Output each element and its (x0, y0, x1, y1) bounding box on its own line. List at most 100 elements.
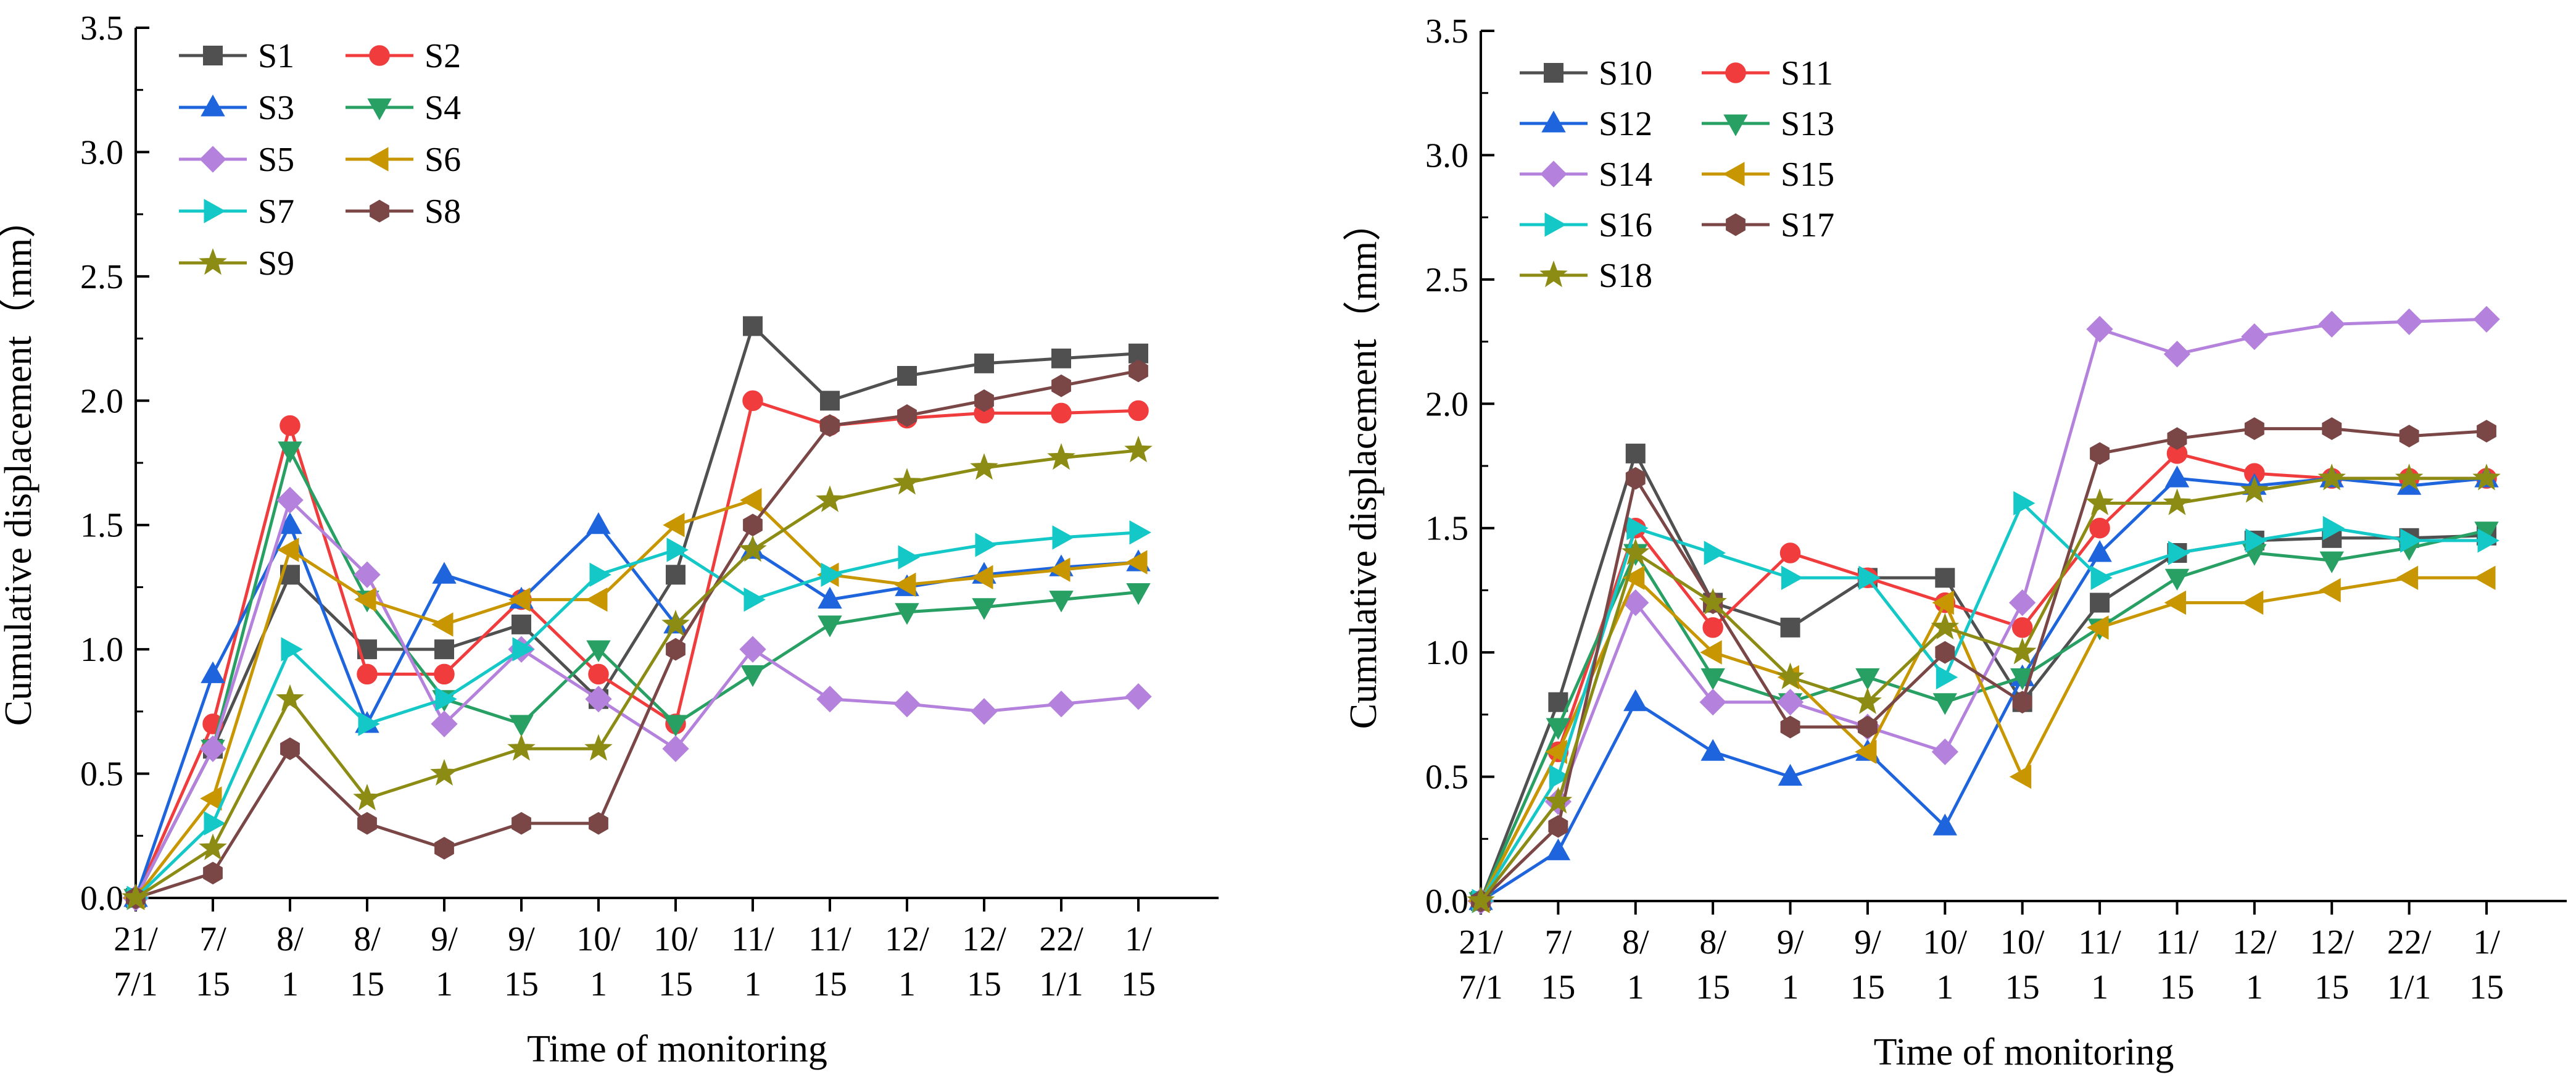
data-point-S6-4 (354, 587, 376, 612)
legend-item-S10: S10 (1520, 54, 1652, 93)
legend-label: S12 (1599, 105, 1652, 143)
data-point-S15-9 (2087, 615, 2109, 640)
data-point-S1-13 (1051, 348, 1071, 368)
data-point-S5-5 (431, 710, 458, 737)
legend-label: S10 (1599, 54, 1652, 93)
data-point-S18-13 (2395, 463, 2424, 491)
y-axis-title: Cumulative displacement（mm） (1343, 203, 1385, 729)
data-point-S16-3 (1626, 515, 1649, 541)
x-tick-label: 12/1 (885, 920, 929, 1003)
y-tick-label: 0.5 (80, 755, 123, 794)
data-point-S5-4 (354, 561, 381, 588)
data-point-S7-12 (975, 533, 997, 557)
chart-panel-1: 0.0 0.5 1.0 1.5 2.0 2.5 3.0 3.5 21/7/1 7/15 8/1 8/1… (0, 9, 1219, 1070)
data-point-S16-4 (1704, 541, 1726, 565)
data-point-S10-5 (1780, 617, 1800, 638)
legend-marker (201, 94, 225, 117)
data-point-S14-7 (1931, 738, 1959, 765)
data-point-S18-10 (2163, 488, 2192, 515)
x-axis-title: Time of monitoring (527, 1028, 827, 1070)
legend-item-S9: S9 (179, 244, 294, 283)
y-tick-label: 0.0 (1425, 883, 1468, 921)
data-point-S9-10 (816, 485, 844, 512)
data-point-S6-12 (971, 565, 993, 590)
y-tick-label: 0.0 (80, 879, 123, 918)
data-point-S11-9 (2089, 517, 2110, 539)
data-point-S4-12 (972, 598, 996, 620)
x-tick-label: 21/7/1 (114, 920, 158, 1003)
data-point-S2-4 (357, 663, 378, 685)
x-tick-label: 11/15 (2156, 923, 2199, 1007)
data-point-S12-5 (1778, 763, 1803, 786)
data-point-S4-14 (1126, 583, 1151, 605)
series-S7 (126, 520, 1151, 910)
data-point-S2-9 (742, 390, 763, 412)
data-point-S18-3 (1621, 538, 1650, 565)
data-point-S2-3 (280, 415, 300, 436)
y-tick-label: 0.5 (1425, 758, 1468, 797)
data-point-S14-14 (2473, 305, 2500, 333)
legend-label: S8 (425, 193, 461, 231)
x-tick-label: 11/1 (2078, 923, 2121, 1007)
data-point-S8-2 (203, 862, 223, 885)
legend-item-S8: S8 (346, 193, 461, 231)
data-point-S9-13 (1047, 442, 1075, 470)
data-point-S7-5 (435, 686, 457, 712)
x-tick-label: 7/15 (196, 920, 230, 1003)
legend-label: S13 (1781, 105, 1834, 143)
legend-label: S3 (258, 89, 294, 127)
data-point-S9-5 (430, 758, 458, 786)
data-point-S7-14 (1129, 520, 1151, 545)
y-tick-label: 3.5 (1425, 12, 1468, 51)
legend-marker (1725, 62, 1746, 83)
x-tick-label: 1/15 (2469, 923, 2504, 1007)
x-tick-label: 9/1 (1777, 923, 1804, 1007)
x-axis-title: Time of monitoring (1874, 1031, 2174, 1073)
legend-label: S11 (1781, 54, 1833, 93)
data-point-S6-3 (277, 538, 299, 562)
legend-item-S12: S12 (1520, 105, 1652, 143)
y-tick-label: 1.5 (1425, 510, 1468, 548)
data-point-S7-10 (821, 562, 843, 588)
data-point-S4-6 (509, 715, 534, 737)
data-point-S16-2 (1549, 764, 1572, 789)
data-point-S16-7 (1936, 665, 1958, 690)
data-point-S13-10 (2164, 568, 2190, 591)
legend-item-S17: S17 (1702, 206, 1834, 244)
data-point-S1-11 (897, 366, 917, 386)
x-tick-label: 8/1 (1622, 923, 1649, 1007)
data-point-S5-14 (1125, 683, 1152, 710)
legend-marker (199, 248, 227, 275)
data-point-S16-6 (1858, 565, 1881, 591)
series-line-S18 (1480, 476, 2487, 902)
data-point-S12-3 (1623, 689, 1648, 712)
data-point-S18-8 (2008, 638, 2037, 665)
y-tick-label: 2.5 (1425, 261, 1468, 299)
data-point-S4-7 (586, 640, 611, 662)
data-point-S17-9 (2090, 442, 2110, 465)
data-point-S4-8 (663, 715, 688, 737)
legend-marker (1544, 63, 1563, 83)
x-tick-label: 8/15 (350, 920, 384, 1003)
series-line-S15 (1479, 576, 2487, 902)
data-point-S17-5 (1780, 715, 1800, 739)
y-tick-label: 2.0 (80, 382, 123, 420)
data-point-S15-10 (2164, 590, 2186, 615)
legend-item-S14: S14 (1520, 156, 1652, 194)
data-point-S8-10 (820, 414, 840, 437)
data-point-S5-13 (1048, 691, 1075, 718)
y-axis-title: Cumulative displacement（mm） (0, 200, 39, 726)
series-line-S5 (134, 498, 1139, 899)
data-point-S5-9 (739, 636, 766, 663)
data-point-S14-13 (2395, 308, 2423, 336)
data-point-S12-4 (1700, 739, 1725, 761)
y-tick-label: 3.0 (1425, 136, 1468, 175)
data-point-S10-9 (2090, 592, 2110, 613)
data-point-S18-14 (2472, 463, 2501, 491)
legend-marker (367, 147, 389, 172)
series-S1 (126, 316, 1148, 908)
data-point-S5-7 (585, 686, 612, 713)
data-point-S14-5 (1776, 689, 1804, 716)
data-point-S11-4 (1702, 617, 1723, 638)
data-point-S18-1 (1467, 886, 1495, 913)
